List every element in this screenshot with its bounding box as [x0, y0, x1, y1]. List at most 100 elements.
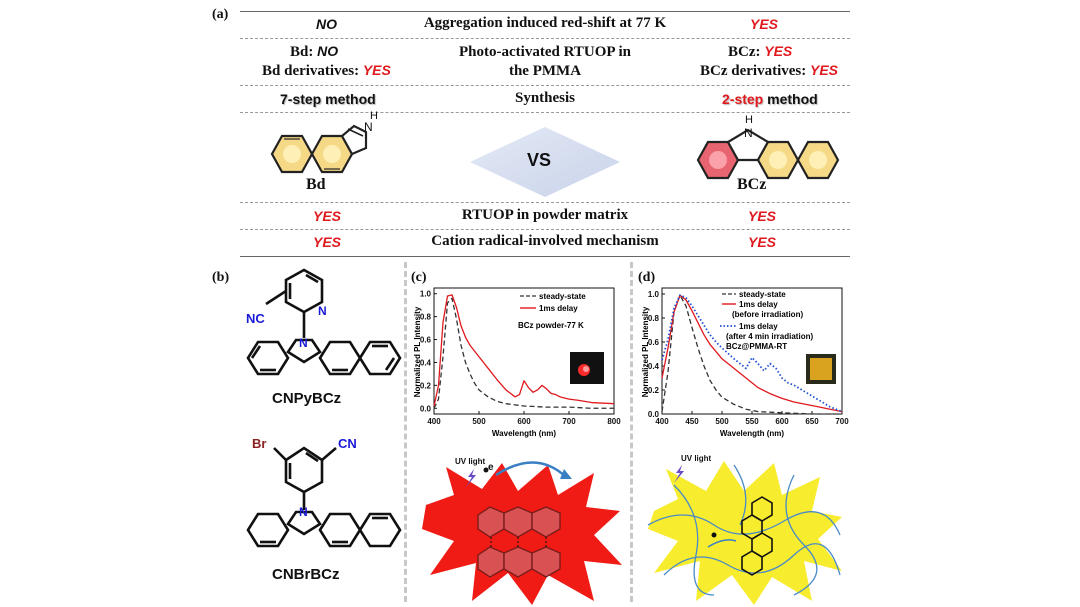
row2-center-line1: Photo-activated RTUOP in — [459, 44, 631, 60]
row2-left2-value: YES — [362, 62, 391, 78]
row5-right: YES — [748, 208, 777, 224]
row2-right2-prefix: BCz derivatives: — [700, 63, 810, 79]
chart-c-series-1 — [433, 294, 615, 407]
electron-transfer-arrow — [495, 461, 567, 478]
chart-c-xtick-label: 500 — [472, 417, 486, 426]
legend-d-after-sub: (after 4 min irradiation) — [726, 332, 813, 341]
bcz-molecule — [696, 128, 840, 180]
chart-d-ylabel: Normalized PL Intensity — [641, 306, 650, 397]
chart-c-frame — [433, 287, 615, 415]
panel-b-label: (b) — [212, 270, 230, 285]
chart-d-xtick-label: 400 — [655, 417, 669, 426]
legend-d-before-sub: (before irradiation) — [732, 310, 803, 319]
row6-center: Cation radical-involved mechanism — [431, 233, 659, 249]
panel-d-electron-dot — [711, 532, 717, 538]
divider-3 — [240, 112, 850, 113]
row3-right-red: 2-step — [722, 91, 764, 107]
row5-center: RTUOP in powder matrix — [461, 207, 629, 223]
bcz-n-label: N — [744, 126, 753, 140]
chart-c-xtick-label: 400 — [427, 417, 441, 426]
legend-c-steady: steady-state — [539, 292, 586, 301]
electron-dot — [483, 467, 489, 473]
chart-c: 0.0 0.2 0.4 0.6 0.8 1.0 400 500 600 700 800 stead… — [413, 287, 621, 438]
row3-center: Synthesis — [514, 90, 576, 106]
bottom-rule — [240, 256, 850, 257]
chart-d-xtick-label: 700 — [835, 417, 849, 426]
chart-c-ytick-label: 0.8 — [420, 313, 432, 322]
chart-d-xtick-label: 600 — [775, 417, 789, 426]
legend-d-after: 1ms delay — [739, 322, 778, 331]
panel-c-label: (c) — [411, 270, 427, 285]
cnbrbcz-cn: CN — [338, 436, 357, 451]
row1-left: NO — [316, 16, 337, 32]
row1-right: YES — [750, 16, 779, 32]
chart-c-xtick-label: 800 — [607, 417, 621, 426]
chart-c-annotation: BCz powder-77 K — [518, 321, 584, 330]
cnpybcz-nc: NC — [246, 311, 265, 326]
vs-diamond — [470, 127, 620, 197]
row2-right-line1: BCz: YES — [728, 43, 792, 61]
divider-5 — [240, 229, 850, 230]
row2-right-value: YES — [764, 43, 793, 59]
chart-d-ytick-label: 0.6 — [648, 338, 660, 347]
separator-cd — [630, 262, 633, 602]
row2-left-prefix: Bd: — [290, 44, 318, 60]
row3-right-rest: method — [763, 91, 818, 107]
divider-2 — [240, 85, 850, 86]
cnbrbcz-name: CNBrBCz — [272, 566, 340, 583]
row6-right: YES — [748, 234, 777, 250]
electron-arrow-head — [560, 469, 572, 479]
chart-d-xtick-label: 500 — [715, 417, 729, 426]
panel-d-label: (d) — [638, 270, 656, 285]
legend-d-steady: steady-state — [739, 290, 786, 299]
separator-bc — [404, 262, 407, 602]
chart-c-ytick-label: 0.0 — [420, 404, 432, 413]
row2-right2-value: YES — [809, 62, 838, 78]
bcz-h-label: H — [745, 114, 753, 126]
cnpybcz-n-core: N — [299, 336, 308, 350]
yellow-burst — [648, 461, 842, 605]
panel-d-arrow — [707, 539, 737, 548]
row2-left2-prefix: Bd derivatives: — [262, 63, 363, 79]
row3-left: 7-step method — [280, 91, 376, 107]
chart-d-ytick-label: 0.2 — [648, 386, 660, 395]
chart-d-xtick-label: 450 — [685, 417, 699, 426]
chart-d-ytick-label: 1.0 — [648, 290, 660, 299]
row3-right: 2-step method — [722, 91, 818, 107]
chart-c-xlabel: Wavelength (nm) — [492, 429, 556, 438]
chart-d-ytick-label: 0.4 — [648, 362, 660, 371]
row2-right-prefix: BCz: — [728, 44, 765, 60]
chart-d-inset-film — [810, 358, 832, 380]
legend-c-delay: 1ms delay — [539, 304, 578, 313]
chart-d-xlabel: Wavelength (nm) — [720, 429, 784, 438]
divider-1 — [240, 38, 850, 39]
chart-d: 0.0 0.2 0.4 0.6 0.8 1.0 400 450 500 550 600 650 700… — [641, 287, 849, 438]
chart-d-series-2 — [661, 294, 843, 413]
panel-d-uv-label: UV light — [681, 454, 712, 463]
cation-radical-illustration — [422, 461, 622, 605]
row2-center-line2: the PMMA — [508, 63, 582, 79]
row6-left: YES — [313, 234, 342, 250]
row5-left: YES — [313, 208, 342, 224]
chart-c-ytick-label: 0.6 — [420, 336, 432, 345]
bd-molecule — [270, 124, 368, 174]
panel-a-label: (a) — [212, 7, 229, 22]
top-rule — [240, 11, 850, 12]
chart-c-xtick-label: 700 — [562, 417, 576, 426]
cnpybcz-name: CNPyBCz — [272, 390, 342, 407]
bd-n-label: N — [364, 120, 373, 134]
panel-c-e-label: e — [488, 462, 494, 473]
row2-left-line2: Bd derivatives: YES — [262, 62, 391, 80]
chart-c-xtick-label: 600 — [517, 417, 531, 426]
bd-name: Bd — [306, 176, 326, 193]
chart-d-ytick-label: 0.8 — [648, 314, 660, 323]
chart-c-series-0 — [433, 297, 614, 409]
panel-c-uv-label: UV light — [455, 457, 486, 466]
row2-right-line2: BCz derivatives: YES — [700, 62, 838, 80]
bd-h-label: H — [370, 110, 378, 122]
chart-d-ytick-label: 0.0 — [648, 410, 660, 419]
chart-c-ytick-label: 0.2 — [420, 381, 432, 390]
cnpybcz-structure — [246, 268, 402, 376]
chart-d-xtick-label: 650 — [805, 417, 819, 426]
cnbrbcz-br: Br — [252, 436, 267, 451]
